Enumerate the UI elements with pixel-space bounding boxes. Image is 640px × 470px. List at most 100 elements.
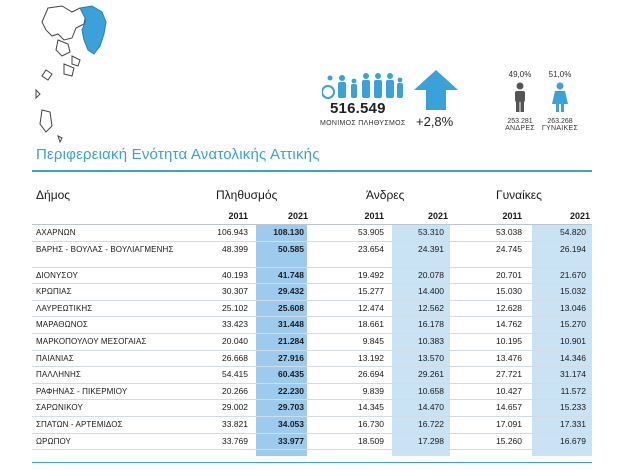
table-cell: 48.399 <box>222 243 248 254</box>
growth-value: +2,8% <box>416 114 454 129</box>
table-cell: 31.448 <box>278 319 304 330</box>
table-cell: 16.730 <box>358 418 384 429</box>
table-cell: 26.694 <box>358 369 384 380</box>
table-row: ΛΑΥΡΕΩΤΙΚΗΣ 25.102 25.608 12.474 12.562 12.62… <box>32 301 592 318</box>
men-percent: 49,0% <box>508 70 532 79</box>
table-cell: 14.346 <box>560 352 586 363</box>
attica-map-icon <box>35 5 107 144</box>
men-count: 253.281 <box>507 118 533 125</box>
title-rule <box>32 170 592 172</box>
table-cell: 17.298 <box>418 435 444 446</box>
population-value: 516.549 <box>330 100 386 117</box>
table-cell: 106.943 <box>217 227 248 237</box>
table-cell: 54.415 <box>222 369 248 380</box>
table-row: ΩΡΩΠΟΥ 33.769 33.977 18.509 17.298 15.260 16.6… <box>32 434 592 451</box>
table-row: ΒΑΡΗΣ - ΒΟΥΛΑΣ - ΒΟΥΛΙΑΓΜΕΝΗΣ 48.399 50.58… <box>32 242 592 268</box>
dimos-name: ΣΠΑΤΩΝ - ΑΡΤΕΜΙΔΟΣ <box>36 419 123 429</box>
year-header: 2011 <box>364 211 384 221</box>
table-body: ΑΧΑΡΝΩΝ 106.943 108.130 53.905 53.310 53.038 5… <box>32 225 592 451</box>
table-cell: 13.046 <box>560 302 586 313</box>
table-cell: 11.572 <box>560 385 586 396</box>
table-cell: 12.562 <box>418 302 444 313</box>
table-cell: 20.701 <box>496 269 522 280</box>
table-cell: 13.192 <box>358 352 384 363</box>
table-cell: 19.492 <box>358 269 384 280</box>
table-cell: 41.748 <box>278 269 304 280</box>
table-cell: 18.509 <box>358 435 384 446</box>
table-cell: 33.769 <box>222 435 248 446</box>
table-cell: 13.570 <box>418 352 444 363</box>
table-cell: 15.032 <box>560 286 586 297</box>
dimos-name: ΣΑΡΩΝΙΚΟΥ <box>36 403 83 413</box>
table-cell: 53.038 <box>496 227 522 237</box>
table-cell: 20.266 <box>222 385 248 396</box>
table-cell: 108.130 <box>273 227 304 237</box>
women-2021-column-bg <box>532 224 592 456</box>
region-title: Περιφερειακή Ενότητα Ανατολικής Αττικής <box>36 146 320 163</box>
table-cell: 24.745 <box>496 243 522 254</box>
dimos-name: ΔΙΟΝΥΣΟΥ <box>36 270 78 280</box>
dimos-name: ΒΑΡΗΣ - ΒΟΥΛΑΣ - ΒΟΥΛΙΑΓΜΕΝΗΣ <box>36 244 174 254</box>
population-2021-column-bg <box>256 224 307 456</box>
table-cell: 50.585 <box>278 243 304 254</box>
table-cell: 10.658 <box>418 385 444 396</box>
table-row: ΠΑΛΛΗΝΗΣ 54.415 60.435 26.694 29.261 27.721 31… <box>32 367 592 384</box>
table-cell: 29.703 <box>278 402 304 413</box>
population-label: ΜΟΝΙΜΟΣ ΠΛΗΘΥΣΜΟΣ <box>320 120 406 127</box>
table-cell: 15.233 <box>560 402 586 413</box>
table-row: ΡΑΦΗΝΑΣ - ΠΙΚΕΡΜΙΟΥ 20.266 22.230 9.839 10.6… <box>32 384 592 401</box>
table-row: ΚΡΩΠΙΑΣ 30.307 29.432 15.277 14.400 15.030 15.… <box>32 284 592 301</box>
table-cell: 15.260 <box>496 435 522 446</box>
table-cell: 16.178 <box>418 319 444 330</box>
table-cell: 17.091 <box>496 418 522 429</box>
header-men: Άνδρες <box>366 188 405 202</box>
table-cell: 15.277 <box>358 286 384 297</box>
table-cell: 25.102 <box>222 302 248 313</box>
table-cell: 24.391 <box>418 243 444 254</box>
table-cell: 25.608 <box>278 302 304 313</box>
table-cell: 29.002 <box>222 402 248 413</box>
table-cell: 31.174 <box>560 369 586 380</box>
table-cell: 23.654 <box>358 243 384 254</box>
table-cell: 26.668 <box>222 352 248 363</box>
men-2021-column-bg <box>392 224 450 456</box>
arrow-up-icon <box>414 70 458 110</box>
table-row: ΣΑΡΩΝΙΚΟΥ 29.002 29.703 14.345 14.470 14.657 1… <box>32 400 592 417</box>
table-row: ΔΙΟΝΥΣΟΥ 40.193 41.748 19.492 20.078 20.701 21… <box>32 268 592 285</box>
men-label: ΑΝΔΡΕΣ <box>505 125 535 132</box>
dimos-name: ΚΡΩΠΙΑΣ <box>36 287 72 297</box>
bottom-rule <box>32 462 592 463</box>
year-header: 2021 <box>427 211 448 221</box>
table-cell: 40.193 <box>222 269 248 280</box>
table-cell: 12.474 <box>358 302 384 313</box>
year-header: 2021 <box>569 211 590 221</box>
table-cell: 54.820 <box>560 227 586 237</box>
year-header: 2021 <box>287 211 308 221</box>
table-cell: 10.383 <box>418 335 444 346</box>
table-cell: 53.905 <box>358 227 384 237</box>
table-row: ΑΧΑΡΝΩΝ 106.943 108.130 53.905 53.310 53.038 5… <box>32 225 592 242</box>
table-cell: 12.628 <box>496 302 522 313</box>
table-cell: 14.470 <box>418 402 444 413</box>
table-cell: 14.762 <box>496 319 522 330</box>
table-cell: 10.427 <box>496 385 522 396</box>
table-cell: 29.261 <box>418 369 444 380</box>
table-cell: 14.400 <box>418 286 444 297</box>
table-cell: 20.078 <box>418 269 444 280</box>
dimos-name: ΩΡΩΠΟΥ <box>36 436 71 446</box>
dimos-name: ΠΑΛΛΗΝΗΣ <box>36 370 81 380</box>
women-summary: 51,0% 263.268 ΓΥΝΑΙΚΕΣ <box>540 70 580 132</box>
table-cell: 53.310 <box>418 227 444 237</box>
year-header: 2011 <box>502 211 522 221</box>
table-cell: 15.270 <box>560 319 586 330</box>
man-icon <box>515 82 525 112</box>
table-cell: 27.916 <box>278 352 304 363</box>
table-cell: 21.284 <box>278 335 304 346</box>
dimos-name: ΜΑΡΑΘΩΝΟΣ <box>36 320 88 330</box>
dimos-name: ΑΧΑΡΝΩΝ <box>36 228 76 237</box>
table-cell: 20.040 <box>222 335 248 346</box>
table-cell: 17.331 <box>560 418 586 429</box>
population-icon <box>322 73 403 99</box>
header-divider <box>32 224 592 225</box>
dimos-name: ΜΑΡΚΟΠΟΥΛΟΥ ΜΕΣΟΓΑΙΑΣ <box>36 336 147 346</box>
